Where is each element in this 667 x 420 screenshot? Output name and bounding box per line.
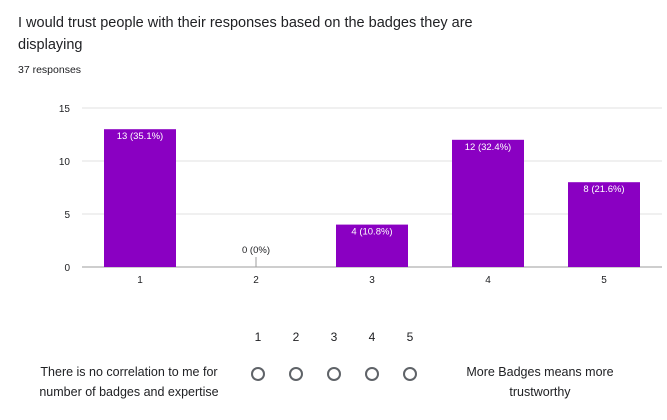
- y-tick-label: 10: [59, 157, 71, 168]
- scale-number-2: 2: [292, 330, 300, 344]
- scale-number-4: 4: [368, 330, 376, 344]
- radio-option-2[interactable]: [289, 367, 303, 381]
- y-tick-label: 5: [64, 210, 70, 221]
- radio-option-5[interactable]: [403, 367, 417, 381]
- radio-option-1[interactable]: [251, 367, 265, 381]
- x-tick-label: 1: [137, 275, 143, 286]
- bar-chart: 0 5 10 15 13 (35.1%) 1 0 (0%) 2 4 (10.8%) 3 12 (32…: [59, 104, 662, 286]
- data-label: 8 (21.6%): [583, 184, 624, 195]
- x-tick-label: 5: [601, 275, 607, 286]
- x-tick-label: 4: [485, 275, 491, 286]
- scale-high-label: More Badges means more trustworthy: [466, 365, 614, 399]
- data-label: 4 (10.8%): [351, 227, 392, 238]
- x-tick-label: 2: [253, 275, 259, 286]
- data-label: 0 (0%): [242, 245, 270, 256]
- data-label: 13 (35.1%): [117, 131, 163, 142]
- question-title: I would trust people with their response…: [18, 15, 473, 53]
- bar: [104, 129, 176, 267]
- bar: [336, 224, 408, 267]
- scale-number-3: 3: [330, 330, 338, 344]
- radio-option-4[interactable]: [365, 367, 379, 381]
- scale-number-1: 1: [254, 330, 262, 344]
- scale-number-5: 5: [406, 330, 414, 344]
- data-label: 12 (32.4%): [465, 142, 511, 153]
- bar: [452, 139, 524, 267]
- x-tick-label: 3: [369, 275, 375, 286]
- y-tick-label: 15: [59, 104, 71, 115]
- radio-option-3[interactable]: [327, 367, 341, 381]
- bar: [568, 182, 640, 267]
- response-count: 37 responses: [18, 64, 82, 76]
- y-tick-label: 0: [64, 263, 70, 274]
- scale-low-label: There is no correlation to me for number…: [39, 365, 219, 399]
